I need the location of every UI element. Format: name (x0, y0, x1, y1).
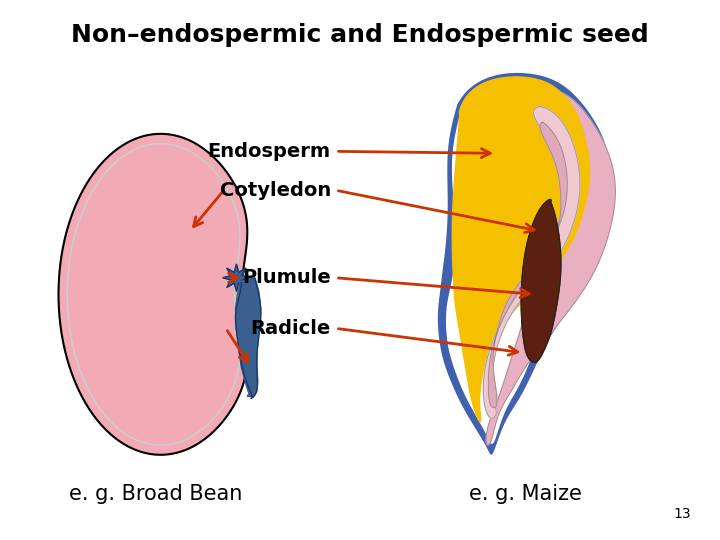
Text: e. g. Broad Bean: e. g. Broad Bean (69, 484, 243, 504)
Text: Non–endospermic and Endospermic seed: Non–endospermic and Endospermic seed (71, 23, 649, 46)
Polygon shape (483, 106, 580, 419)
Polygon shape (438, 73, 613, 455)
Polygon shape (488, 122, 567, 408)
Polygon shape (58, 134, 247, 455)
Polygon shape (223, 264, 250, 292)
Text: Radicle: Radicle (251, 319, 330, 338)
Polygon shape (235, 278, 261, 396)
Polygon shape (452, 77, 590, 422)
Text: e. g. Maize: e. g. Maize (469, 484, 582, 504)
Text: 13: 13 (673, 507, 690, 521)
Polygon shape (235, 279, 261, 399)
Text: Cotyledon: Cotyledon (220, 181, 330, 200)
Text: Endosperm: Endosperm (207, 142, 330, 161)
Polygon shape (521, 199, 561, 362)
Polygon shape (486, 91, 616, 445)
Text: Plumule: Plumule (242, 268, 330, 287)
Polygon shape (446, 85, 603, 443)
